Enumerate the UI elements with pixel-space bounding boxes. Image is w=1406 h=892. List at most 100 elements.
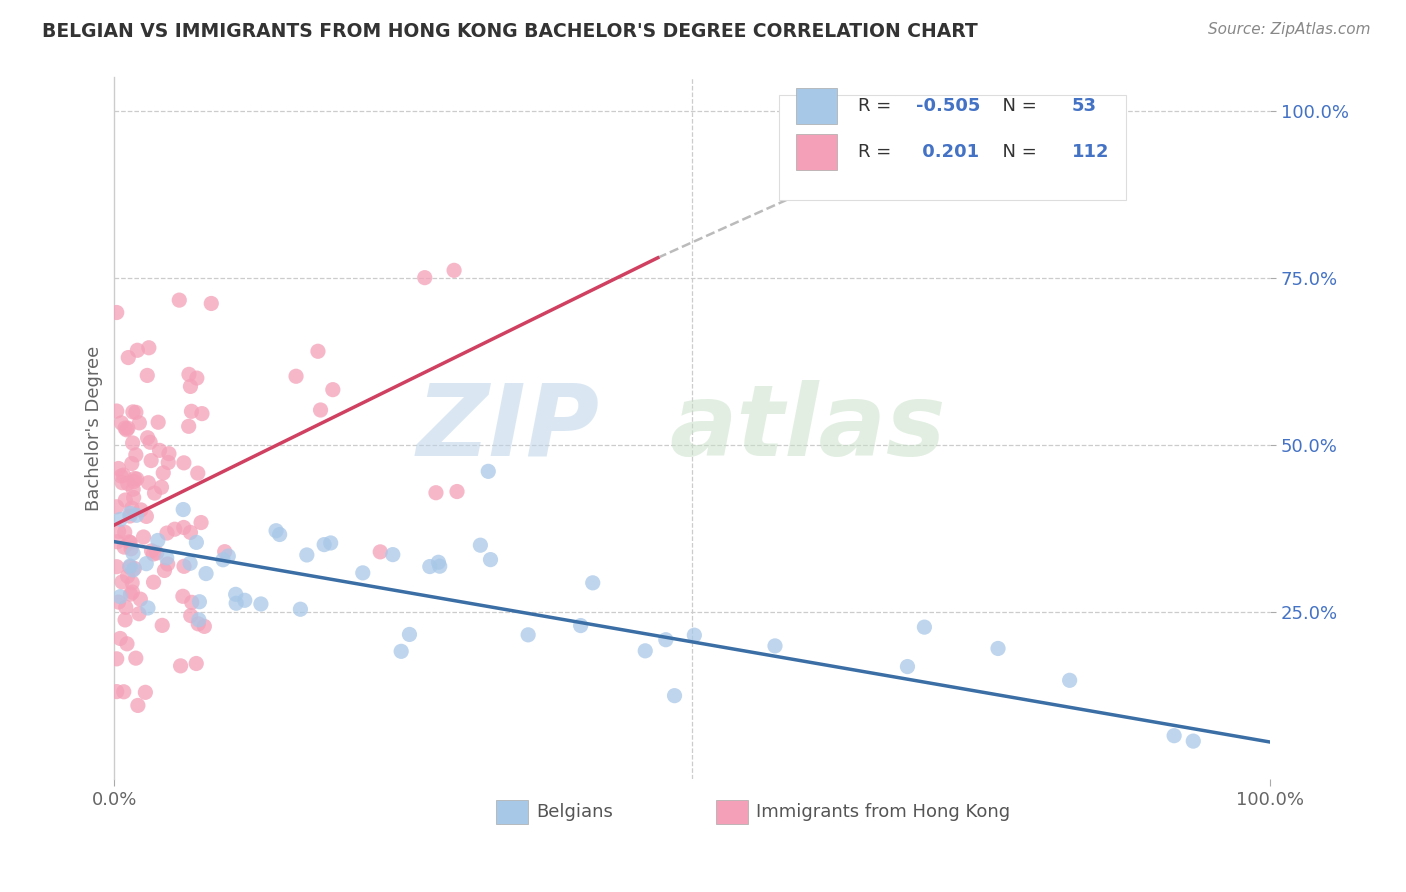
- FancyBboxPatch shape: [796, 134, 837, 170]
- Point: [114, 493, 136, 508]
- Point: [107, 524, 129, 539]
- Point: [152, 466, 174, 480]
- Point: [896, 659, 918, 673]
- Text: Belgians: Belgians: [536, 803, 613, 822]
- Point: [157, 456, 180, 470]
- Point: [135, 509, 157, 524]
- Point: [987, 641, 1010, 656]
- Point: [381, 548, 404, 562]
- Point: [122, 475, 145, 489]
- Point: [285, 369, 308, 384]
- Point: [187, 616, 209, 631]
- Point: [105, 404, 128, 418]
- Point: [763, 639, 786, 653]
- Point: [1182, 734, 1205, 748]
- Point: [114, 613, 136, 627]
- Point: [125, 508, 148, 523]
- Point: [427, 555, 450, 569]
- Point: [1163, 729, 1185, 743]
- Point: [477, 464, 499, 478]
- Point: [136, 431, 159, 445]
- Point: [117, 476, 139, 491]
- Point: [146, 533, 169, 548]
- Point: [122, 563, 145, 577]
- Point: [290, 602, 312, 616]
- Y-axis label: Bachelor's Degree: Bachelor's Degree: [86, 345, 103, 511]
- Point: [352, 566, 374, 580]
- Point: [108, 632, 131, 646]
- Point: [148, 443, 170, 458]
- Point: [177, 368, 200, 382]
- Point: [132, 530, 155, 544]
- Point: [172, 589, 194, 603]
- Point: [105, 652, 128, 666]
- Point: [225, 596, 247, 610]
- Point: [138, 475, 160, 490]
- Text: 53: 53: [1071, 97, 1097, 115]
- Point: [115, 423, 138, 437]
- Point: [110, 469, 132, 483]
- Point: [128, 416, 150, 430]
- Point: [150, 618, 173, 632]
- Point: [122, 491, 145, 505]
- Point: [129, 503, 152, 517]
- Point: [582, 575, 605, 590]
- Point: [128, 607, 150, 621]
- Text: N =: N =: [991, 143, 1042, 161]
- Point: [180, 608, 202, 623]
- Point: [114, 600, 136, 615]
- Point: [150, 480, 173, 494]
- Point: [307, 344, 329, 359]
- Point: [634, 644, 657, 658]
- Point: [569, 618, 592, 632]
- Point: [322, 383, 344, 397]
- Text: R =: R =: [858, 143, 897, 161]
- Point: [186, 535, 208, 549]
- Point: [139, 435, 162, 450]
- Point: [153, 564, 176, 578]
- Point: [163, 522, 186, 536]
- Point: [264, 524, 287, 538]
- Point: [664, 689, 686, 703]
- Point: [108, 512, 131, 526]
- Point: [368, 545, 391, 559]
- Text: BELGIAN VS IMMIGRANTS FROM HONG KONG BACHELOR'S DEGREE CORRELATION CHART: BELGIAN VS IMMIGRANTS FROM HONG KONG BAC…: [42, 22, 979, 41]
- Point: [118, 509, 141, 524]
- Point: [186, 657, 208, 671]
- Point: [295, 548, 318, 562]
- Point: [479, 552, 502, 566]
- Point: [655, 632, 678, 647]
- Point: [156, 557, 179, 571]
- Point: [169, 293, 191, 307]
- Point: [314, 538, 336, 552]
- Point: [107, 595, 129, 609]
- Point: [186, 371, 208, 385]
- Point: [180, 595, 202, 609]
- Point: [120, 559, 142, 574]
- Point: [142, 575, 165, 590]
- Point: [108, 590, 131, 604]
- Point: [250, 597, 273, 611]
- Point: [117, 351, 139, 365]
- Text: N =: N =: [991, 97, 1042, 115]
- Point: [214, 544, 236, 558]
- Point: [179, 379, 201, 393]
- Point: [319, 536, 342, 550]
- FancyBboxPatch shape: [496, 800, 529, 824]
- Point: [212, 553, 235, 567]
- FancyBboxPatch shape: [779, 95, 1126, 200]
- Point: [110, 416, 132, 430]
- Point: [169, 658, 191, 673]
- Point: [120, 507, 142, 521]
- Point: [105, 684, 128, 698]
- Point: [121, 436, 143, 450]
- Point: [122, 482, 145, 496]
- Point: [111, 475, 134, 490]
- Point: [118, 560, 141, 574]
- Point: [1059, 673, 1081, 688]
- Point: [122, 546, 145, 560]
- Point: [112, 540, 135, 554]
- Point: [389, 644, 412, 658]
- Point: [187, 613, 209, 627]
- Point: [121, 501, 143, 516]
